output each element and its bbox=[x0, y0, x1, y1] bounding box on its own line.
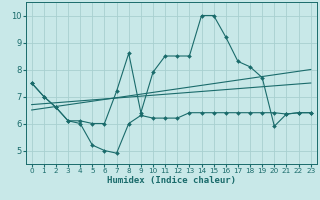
X-axis label: Humidex (Indice chaleur): Humidex (Indice chaleur) bbox=[107, 176, 236, 185]
